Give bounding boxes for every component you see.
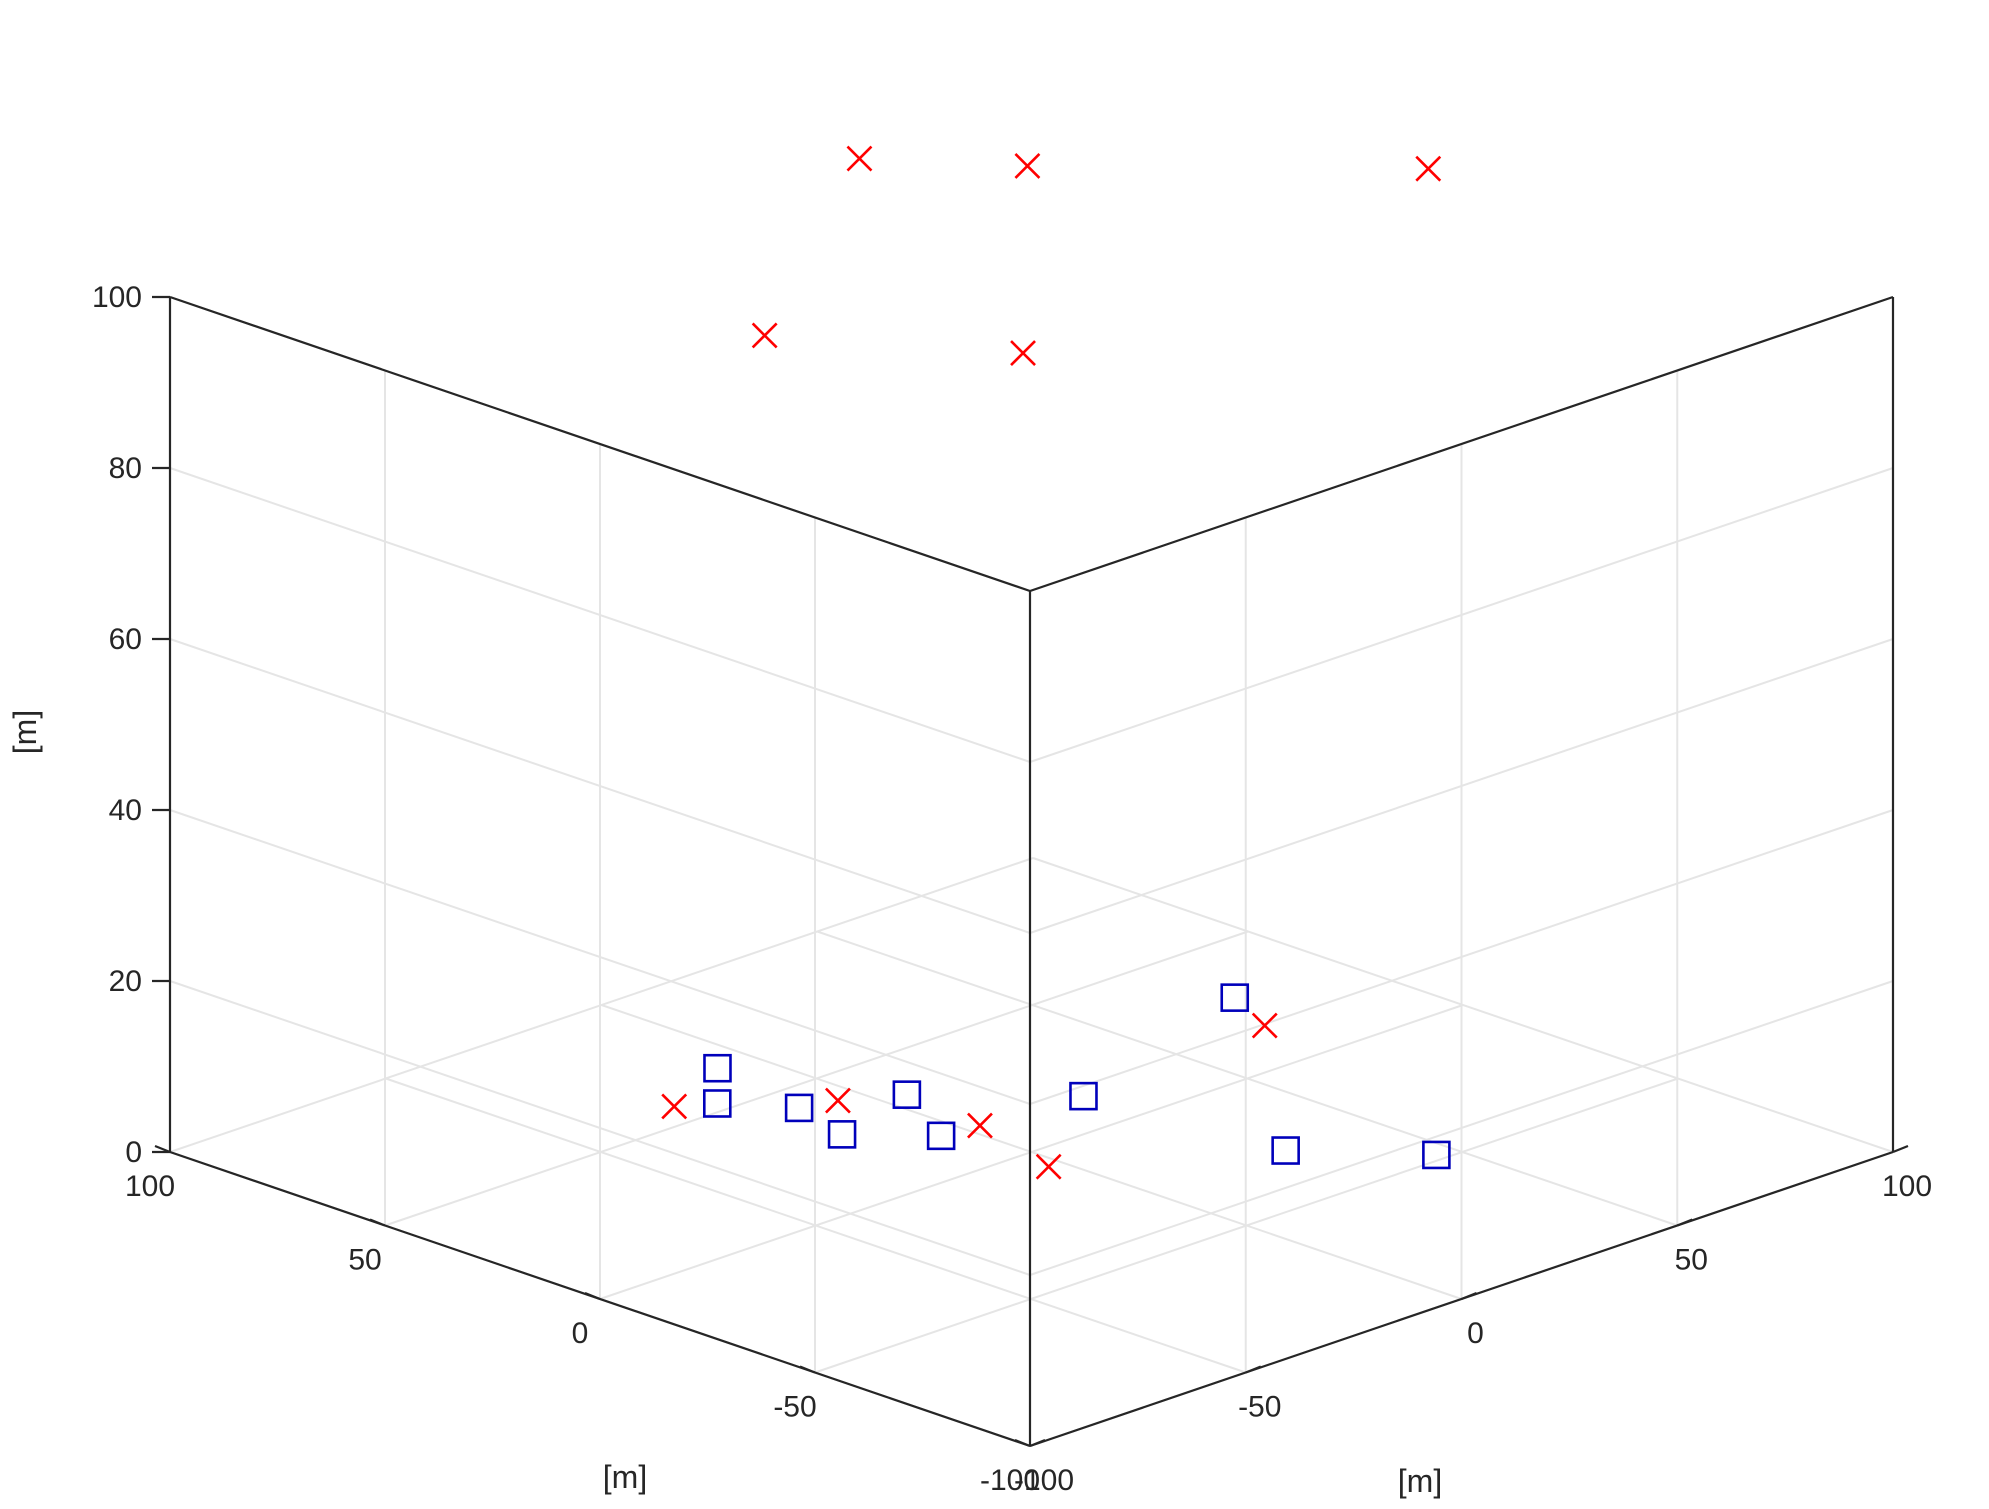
square-marker [827,1120,857,1149]
frame-edge [169,295,1031,593]
frame-edge [1029,295,1894,593]
wall-gridline [169,638,1031,934]
floor-gridline [384,930,1249,1227]
x-tick [1676,1218,1693,1227]
y-tick [369,1218,386,1227]
cross-stroke [1251,1012,1278,1039]
cross-marker [751,322,778,349]
wall-gridline [1029,467,1894,763]
wall-gridline [169,809,1031,1105]
y-tick [1014,1438,1031,1448]
z-tick-label: 20 [109,965,142,998]
x-tick [1029,1438,1046,1448]
x-tick-label: -50 [1238,1391,1281,1424]
square-marker [1422,1140,1451,1170]
x-tick-label: -100 [1014,1464,1074,1497]
x-tick-label: 0 [1467,1317,1484,1350]
cross-marker [846,145,873,172]
z-tick-label: 0 [125,1136,142,1169]
z-tick-label: 60 [109,623,142,656]
square-marker [1220,983,1250,1012]
x-tick-label: 50 [1675,1244,1708,1277]
floor-gridline [599,1004,1464,1300]
x-tick [1245,1365,1262,1374]
square-marker [1069,1081,1098,1111]
cross-stroke [1010,340,1036,367]
x-tick [1461,1291,1477,1301]
cross-marker [1014,153,1041,179]
cross-stroke [1415,155,1442,182]
square-marker [702,1089,732,1118]
cross-marker [661,1093,688,1120]
floor-gridline [169,857,1034,1153]
y-tick [799,1365,816,1374]
data-markers [661,145,1451,1180]
cross-marker [825,1087,851,1114]
y-tick-label: 50 [348,1244,381,1277]
cross-marker [1010,340,1036,367]
cross-stroke [1035,1153,1062,1180]
z-axis-label: [m] [7,710,43,754]
y-tick [584,1291,601,1301]
square-marker [926,1121,956,1151]
cross-stroke [825,1087,851,1114]
x-tick [1892,1144,1909,1154]
cross-marker [1035,1153,1062,1180]
z-tick-label: 40 [109,794,142,827]
square-marker [1271,1136,1300,1165]
square-marker [703,1053,732,1083]
wall-gridline [169,467,1031,763]
wall-gridline [1029,638,1894,934]
cross-marker [1415,155,1442,182]
z-tick-label: 80 [109,452,142,485]
cross-stroke [846,145,873,172]
y-tick-label: -100 [980,1464,1040,1497]
z-tick-label: 100 [92,281,142,314]
wall-gridline [1029,980,1894,1276]
square-marker [784,1093,814,1123]
x-axis-label: [m] [1398,1463,1442,1499]
cross-stroke [751,322,778,349]
square-marker [892,1080,922,1109]
y-axis-label: [m] [603,1459,647,1495]
wall-gridline [1029,809,1894,1105]
cross-stroke [1014,153,1041,179]
cross-stroke [661,1093,688,1120]
grid-layer [169,296,1894,1447]
cross-marker [967,1112,993,1139]
cross-stroke [967,1112,993,1139]
y-tick-label: -50 [773,1391,816,1424]
y-tick-label: 0 [572,1317,589,1350]
cross-marker [1251,1012,1278,1039]
wall-gridline [169,980,1031,1276]
axis-labels: [m] [m] [m] [7,710,1442,1499]
y-tick-label: 100 [125,1170,175,1203]
x-tick-label: 100 [1882,1170,1932,1203]
